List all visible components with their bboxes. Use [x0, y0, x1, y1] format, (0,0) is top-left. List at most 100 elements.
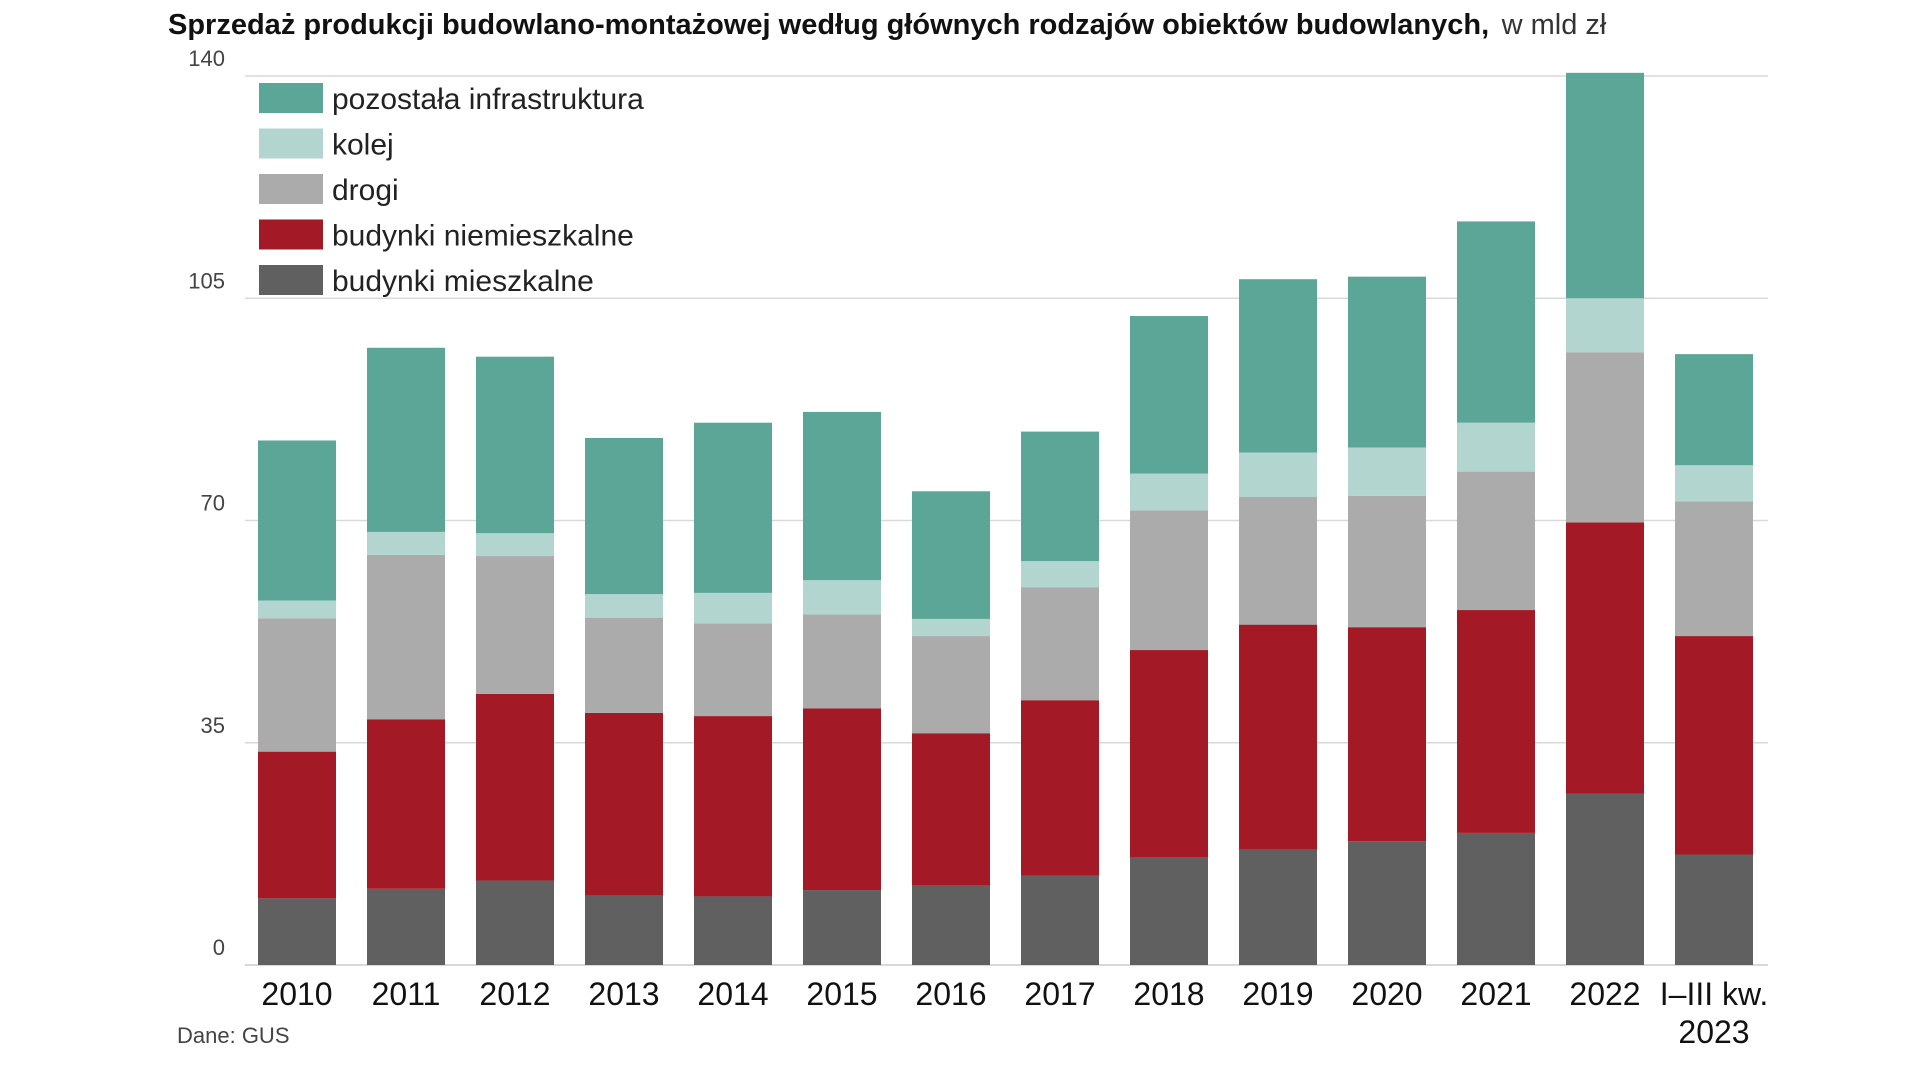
legend-label: drogi — [332, 174, 399, 207]
bar-segment-budynki-niemieszkalne-10 — [1348, 627, 1426, 842]
legend-label: budynki mieszkalne — [332, 265, 594, 298]
bar-stack-11 — [1457, 221, 1535, 965]
legend-label: pozostała infrastruktura — [332, 83, 644, 116]
bar-stack-5 — [803, 411, 881, 965]
legend-label: kolej — [332, 129, 394, 162]
bar-segment-pozostała-infrastruktura-8 — [1130, 316, 1208, 474]
y-axis-ticks: 0 35 70 105 140 — [188, 46, 225, 960]
x-tick-label: 2011 — [372, 976, 441, 1012]
legend: pozostała infrastruktura kolej drogi budynk… — [259, 83, 644, 298]
bar-segment-budynki-mieszkalne-8 — [1130, 857, 1208, 965]
bar-segment-kolej-3 — [585, 594, 663, 618]
bar-segment-budynki-mieszkalne-1 — [367, 888, 445, 965]
legend-item: budynki mieszkalne — [259, 265, 594, 298]
bar-stack-6 — [912, 491, 990, 965]
x-tick-label: 2015 — [806, 976, 877, 1012]
bar-segment-drogi-7 — [1021, 587, 1099, 701]
bar-segment-budynki-niemieszkalne-0 — [258, 751, 336, 899]
bar-stack-8 — [1130, 316, 1208, 965]
bar-segment-pozostała-infrastruktura-6 — [912, 491, 990, 619]
bar-segment-kolej-2 — [476, 533, 554, 557]
source-note: Dane: GUS — [177, 1023, 290, 1048]
bar-segment-kolej-5 — [803, 580, 881, 615]
bar-stack-4 — [694, 422, 772, 965]
bar-segment-pozostała-infrastruktura-7 — [1021, 431, 1099, 562]
bar-segment-pozostała-infrastruktura-1 — [367, 347, 445, 532]
bar-segment-budynki-mieszkalne-2 — [476, 880, 554, 965]
bar-stack-7 — [1021, 431, 1099, 965]
bar-stack-9 — [1239, 279, 1317, 965]
bar-segment-budynki-mieszkalne-13 — [1675, 854, 1753, 965]
bar-segment-pozostała-infrastruktura-4 — [694, 422, 772, 593]
bar-segment-pozostała-infrastruktura-3 — [585, 437, 663, 595]
bar-segment-pozostała-infrastruktura-10 — [1348, 276, 1426, 448]
x-axis-ticks: 2010 2011 2012 2013 2014 2015 2016 2017 2018 2019… — [261, 976, 1768, 1050]
bar-segment-drogi-3 — [585, 617, 663, 713]
chart-title-unit: w mld zł — [1501, 9, 1607, 41]
x-tick-label: 2016 — [915, 976, 986, 1012]
bar-segment-budynki-niemieszkalne-1 — [367, 719, 445, 889]
bar-stack-13 — [1675, 354, 1753, 965]
bar-segment-kolej-0 — [258, 600, 336, 619]
bar-segment-drogi-2 — [476, 556, 554, 694]
bar-segment-pozostała-infrastruktura-9 — [1239, 279, 1317, 453]
bar-stack-3 — [585, 437, 663, 965]
bar-segment-budynki-mieszkalne-12 — [1566, 793, 1644, 965]
y-tick-label: 70 — [201, 491, 225, 516]
bar-segment-pozostała-infrastruktura-2 — [476, 356, 554, 534]
bar-stack-2 — [476, 356, 554, 965]
bar-segment-budynki-niemieszkalne-6 — [912, 733, 990, 886]
bar-segment-kolej-13 — [1675, 465, 1753, 502]
y-tick-label: 105 — [188, 268, 225, 293]
legend-item: kolej — [259, 128, 394, 162]
bar-segment-budynki-mieszkalne-11 — [1457, 832, 1535, 965]
legend-item: drogi — [259, 174, 399, 207]
legend-item: budynki niemieszkalne — [259, 219, 634, 253]
bar-segment-budynki-niemieszkalne-9 — [1239, 624, 1317, 850]
bar-segment-kolej-11 — [1457, 422, 1535, 472]
y-tick-label: 140 — [188, 46, 225, 71]
legend-swatch — [259, 174, 323, 204]
bar-segment-budynki-niemieszkalne-5 — [803, 708, 881, 891]
x-tick-label: 2020 — [1351, 976, 1422, 1012]
y-tick-label: 35 — [201, 713, 225, 738]
bar-segment-kolej-9 — [1239, 452, 1317, 498]
x-tick-label: I–III kw. 2023 — [1660, 976, 1768, 1050]
bar-segment-drogi-5 — [803, 614, 881, 709]
bar-segment-budynki-niemieszkalne-3 — [585, 712, 663, 896]
y-tick-label: 0 — [213, 935, 225, 960]
x-tick-label: 2017 — [1024, 976, 1095, 1012]
x-tick-label: 2019 — [1242, 976, 1313, 1012]
bar-segment-drogi-4 — [694, 623, 772, 717]
x-tick-label: 2018 — [1133, 976, 1204, 1012]
bar-stack-10 — [1348, 276, 1426, 965]
bar-segment-budynki-niemieszkalne-12 — [1566, 522, 1644, 794]
bar-segment-budynki-niemieszkalne-11 — [1457, 610, 1535, 833]
bar-segment-drogi-13 — [1675, 501, 1753, 637]
bar-segment-budynki-mieszkalne-10 — [1348, 841, 1426, 965]
bar-segment-budynki-mieszkalne-4 — [694, 896, 772, 965]
bar-segment-pozostała-infrastruktura-12 — [1566, 72, 1644, 299]
bar-segment-pozostała-infrastruktura-13 — [1675, 354, 1753, 466]
x-tick-label: 2014 — [697, 976, 768, 1012]
legend-label: budynki niemieszkalne — [332, 220, 634, 253]
gridlines — [245, 75, 1768, 966]
bar-segment-budynki-niemieszkalne-2 — [476, 693, 554, 881]
bar-segment-kolej-6 — [912, 618, 990, 637]
bar-segment-kolej-7 — [1021, 561, 1099, 588]
bar-segment-budynki-mieszkalne-3 — [585, 895, 663, 965]
bar-segment-pozostała-infrastruktura-5 — [803, 411, 881, 581]
bar-segment-kolej-12 — [1566, 298, 1644, 353]
legend-swatch — [259, 265, 323, 295]
x-tick-label: 2013 — [588, 976, 659, 1012]
bar-segment-drogi-8 — [1130, 510, 1208, 651]
bar-segment-kolej-4 — [694, 592, 772, 624]
legend-swatch — [259, 83, 323, 113]
bar-segment-pozostała-infrastruktura-11 — [1457, 221, 1535, 423]
bar-segment-drogi-10 — [1348, 495, 1426, 628]
x-tick-label: 2010 — [261, 976, 332, 1012]
bar-segment-budynki-mieszkalne-9 — [1239, 849, 1317, 965]
bars — [258, 72, 1753, 965]
bar-segment-drogi-11 — [1457, 471, 1535, 611]
bar-segment-drogi-6 — [912, 636, 990, 734]
